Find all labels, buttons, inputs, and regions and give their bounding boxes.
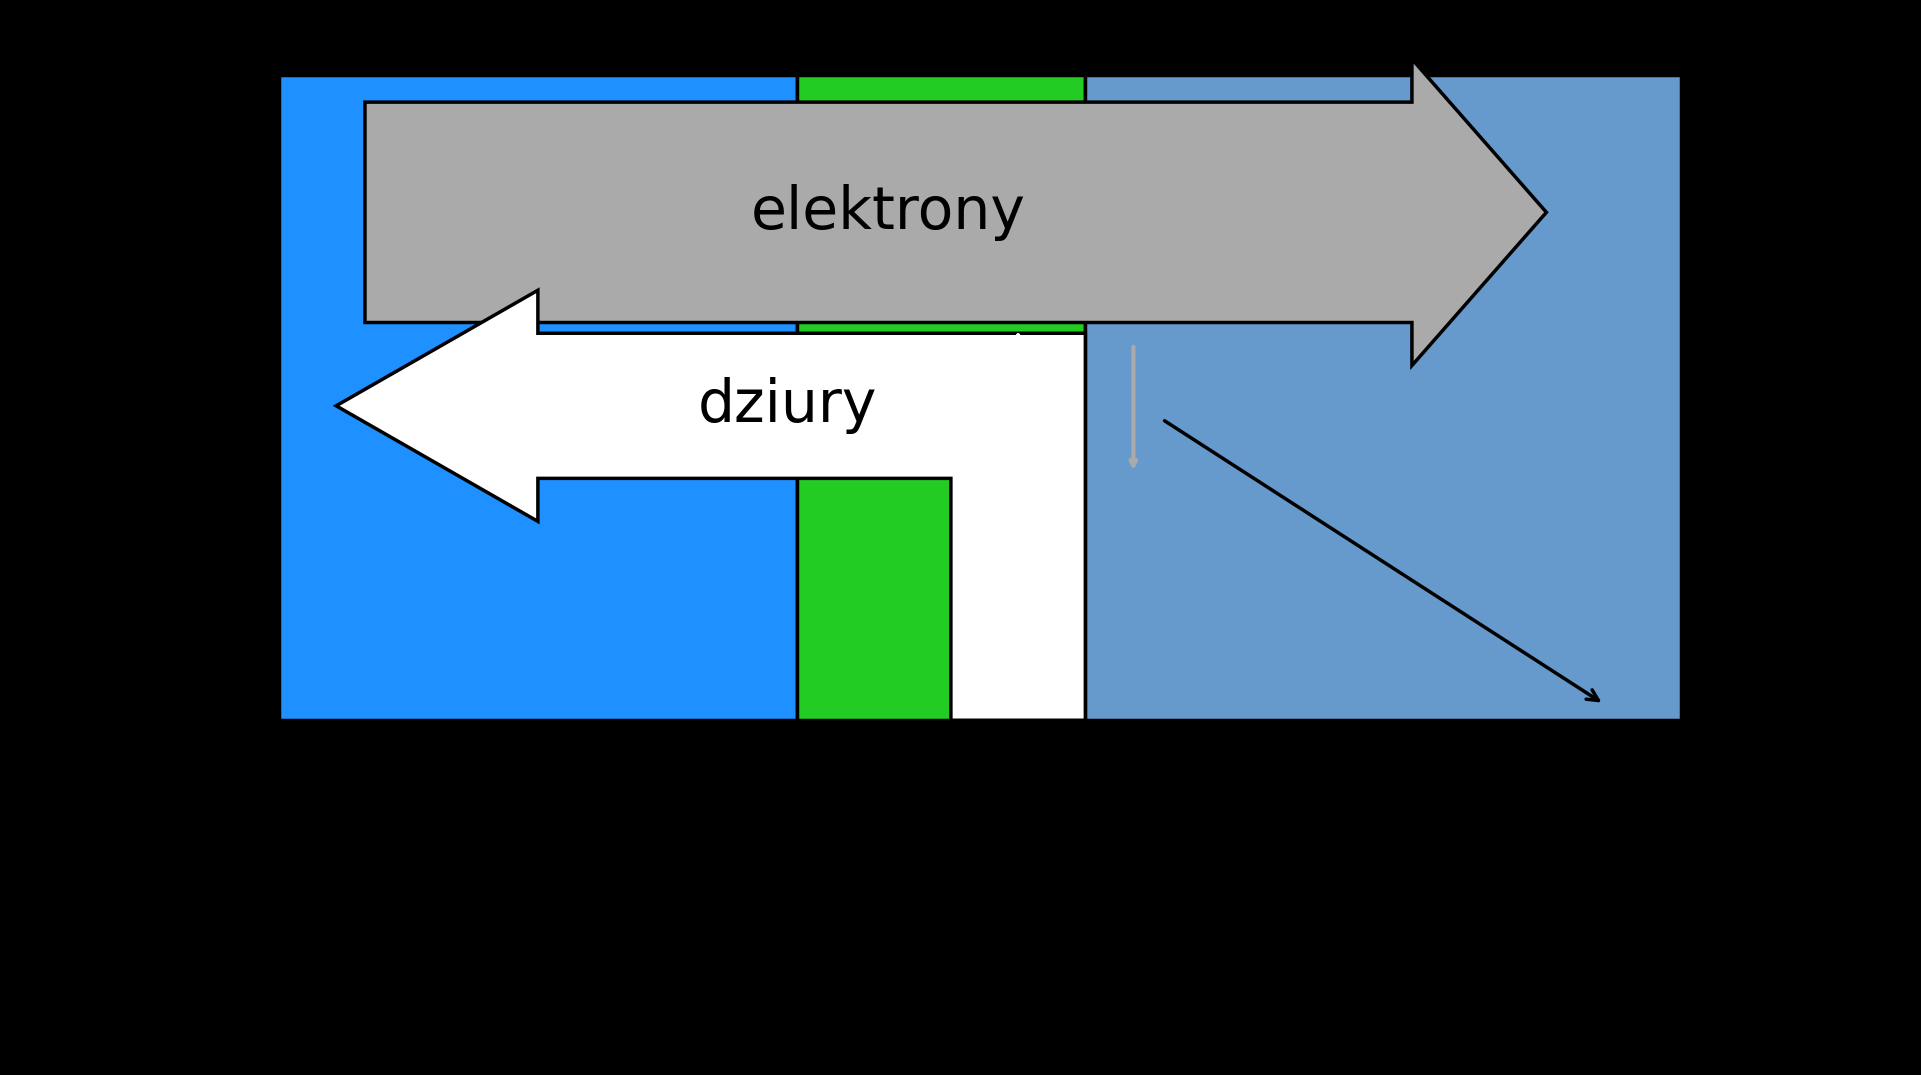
Text: elektrony: elektrony (751, 184, 1026, 241)
Bar (1085, 75, 1681, 720)
Bar (279, 75, 797, 720)
Bar (797, 75, 1085, 720)
Polygon shape (365, 59, 1546, 366)
Polygon shape (336, 290, 1085, 720)
Text: dziury: dziury (697, 377, 878, 434)
